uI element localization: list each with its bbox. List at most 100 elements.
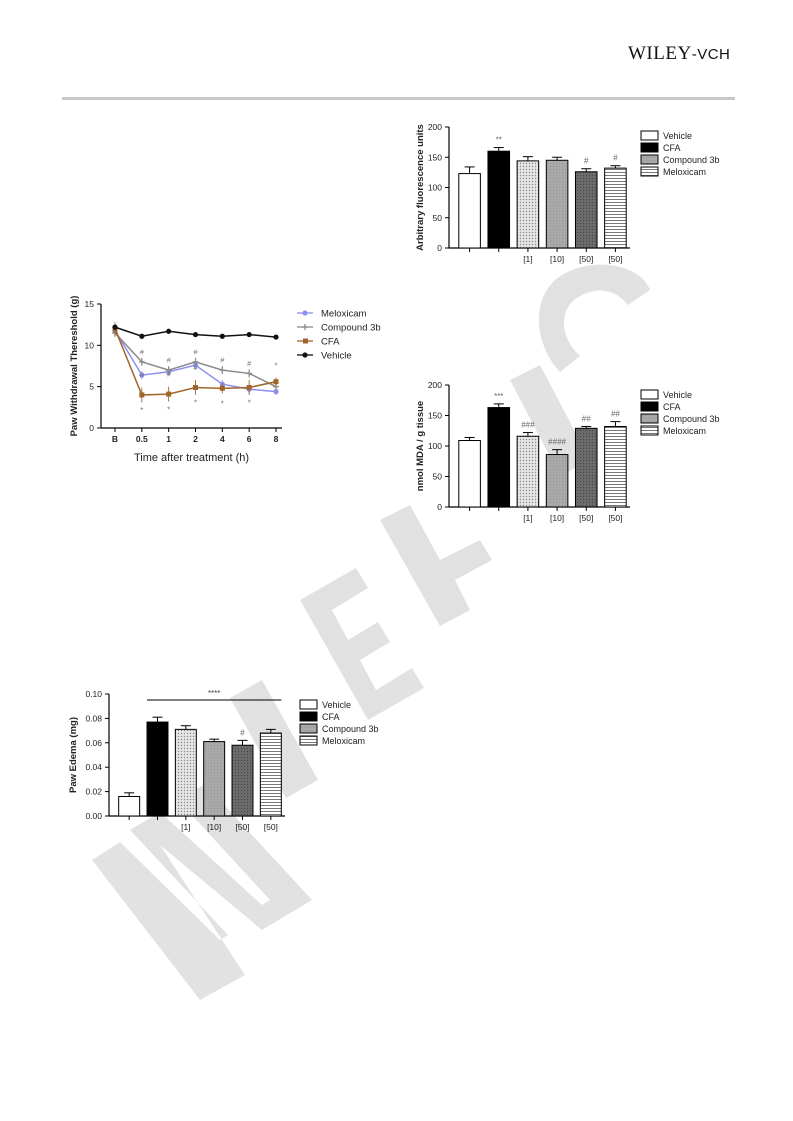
significance-hash: # (140, 347, 145, 356)
legend-label: Vehicle (663, 131, 692, 141)
x-tick-label: [10] (550, 513, 564, 523)
y-tick-label: 15 (85, 299, 95, 309)
x-tick-label: 2 (193, 434, 198, 444)
x-tick-label: [50] (264, 822, 278, 832)
legend-swatch (299, 699, 318, 710)
legend-label: Meloxicam (663, 167, 706, 177)
data-point (246, 331, 252, 338)
x-tick-label: B (112, 434, 118, 444)
data-point (219, 333, 225, 339)
y-tick-label: 150 (428, 411, 442, 421)
significance-star: * (274, 361, 277, 370)
bracket-label: **** (208, 689, 220, 698)
y-tick-label: 100 (428, 441, 442, 451)
data-point (139, 392, 145, 398)
bar (174, 728, 197, 817)
data-point (246, 384, 252, 390)
legend-swatch (640, 413, 659, 424)
significance-hash: # (167, 356, 172, 365)
significance-label: #### (548, 438, 566, 447)
significance-label: ** (496, 136, 502, 145)
legend-label: CFA (663, 402, 681, 412)
significance-hash: # (193, 363, 198, 372)
legend-swatch (299, 723, 318, 734)
y-tick-label: 50 (433, 213, 443, 223)
significance-hash: # (167, 370, 172, 379)
x-tick-label: [50] (579, 254, 593, 264)
legend-swatch (640, 130, 659, 141)
data-point (139, 333, 145, 339)
data-point (219, 367, 226, 374)
y-tick-label: 0.08 (85, 713, 102, 723)
x-tick-label: [50] (235, 822, 249, 832)
significance-label: ### (521, 421, 535, 430)
legend-swatch (640, 154, 659, 165)
legend-swatch (640, 166, 659, 177)
header-rule (62, 97, 735, 100)
y-tick-label: 0.06 (85, 738, 102, 748)
data-point (193, 384, 198, 390)
legend-label: CFA (322, 712, 340, 722)
x-tick-label: [50] (608, 254, 622, 264)
x-tick-label: 0.5 (136, 434, 148, 444)
legend-label: Compound 3b (663, 414, 720, 424)
x-tick-label: [50] (579, 513, 593, 523)
significance-label: ## (582, 414, 591, 423)
x-tick-label: [50] (608, 513, 622, 523)
legend-label: Vehicle (322, 700, 351, 710)
y-tick-label: 0.00 (85, 811, 102, 821)
data-point (112, 324, 118, 330)
y-tick-label: 50 (433, 472, 443, 482)
legend-marker (303, 338, 308, 344)
x-tick-label: [10] (207, 822, 221, 832)
significance-label: # (584, 157, 589, 166)
legend-swatch (299, 711, 318, 722)
legend-marker (302, 310, 308, 316)
logo-suffix: -VCH (691, 46, 731, 63)
data-point (192, 358, 199, 365)
x-tick-label: [1] (523, 513, 532, 523)
legend-label: CFA (663, 143, 681, 153)
x-axis-label: Time after treatment (h) (134, 452, 249, 464)
legend-label: Meloxicam (322, 736, 365, 746)
legend-label: Vehicle (321, 351, 352, 362)
bar (259, 732, 282, 817)
legend-label: Compound 3b (321, 323, 381, 334)
significance-label: *** (494, 392, 503, 401)
legend-label: CFA (321, 337, 340, 348)
legend-swatch (640, 425, 659, 436)
x-tick-label: [1] (181, 822, 190, 832)
data-point (139, 372, 145, 378)
data-point (246, 370, 253, 377)
significance-star: * (167, 405, 170, 414)
y-tick-label: 0.04 (85, 762, 102, 772)
legend-label: Meloxicam (663, 426, 706, 436)
y-tick-label: 5 (89, 382, 94, 392)
y-tick-label: 0 (89, 423, 94, 433)
significance-label: # (240, 728, 245, 737)
x-tick-label: 6 (247, 434, 252, 444)
significance-star: * (140, 406, 143, 415)
x-tick-label: 4 (220, 434, 225, 444)
legend-swatch (640, 401, 659, 412)
bar (146, 721, 169, 817)
y-axis-label: Arbitrary fluorescence units (415, 124, 426, 251)
data-point (273, 379, 279, 385)
significance-star: * (221, 400, 224, 409)
y-tick-label: 0.10 (85, 689, 102, 699)
x-tick-label: [10] (550, 254, 564, 264)
data-point (138, 358, 145, 365)
legend-marker (302, 352, 308, 358)
x-tick-label: [1] (523, 254, 532, 264)
data-point (165, 367, 172, 374)
y-axis-label: nmol MDA / g tissue (415, 401, 426, 491)
wiley-vch-logo: WILEY-VCH (628, 43, 730, 65)
legend-swatch (640, 142, 659, 153)
legend-label: Compound 3b (322, 724, 379, 734)
logo-main: WILEY (628, 43, 692, 64)
legend-swatch (299, 735, 318, 746)
data-point (219, 385, 225, 391)
